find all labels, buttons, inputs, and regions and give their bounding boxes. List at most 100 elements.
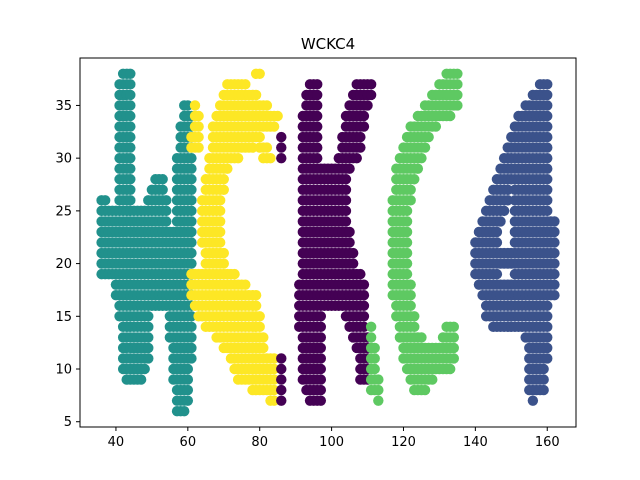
data-point — [542, 205, 553, 217]
data-point — [161, 205, 172, 217]
data-point — [542, 121, 553, 132]
data-point — [495, 216, 506, 227]
data-point — [358, 121, 370, 132]
x-tick-label: 160 — [535, 435, 560, 450]
data-point — [412, 163, 424, 174]
data-point — [214, 237, 226, 248]
data-point — [214, 195, 226, 206]
y-tick-label: 15 — [55, 310, 72, 325]
data-point — [125, 142, 136, 153]
data-point — [139, 363, 150, 375]
data-point — [125, 195, 136, 206]
data-point — [143, 353, 154, 364]
data-point — [549, 258, 560, 269]
data-point — [186, 195, 197, 206]
data-point — [401, 258, 413, 269]
data-point — [186, 342, 197, 354]
data-point — [272, 110, 283, 122]
data-point — [401, 226, 413, 238]
data-point — [250, 300, 262, 311]
data-point — [405, 195, 416, 206]
data-point — [186, 332, 197, 343]
y-tick-label: 20 — [55, 257, 72, 272]
data-point — [405, 290, 416, 301]
data-point — [268, 395, 280, 406]
data-point — [373, 374, 384, 385]
data-point — [276, 131, 287, 143]
data-point — [373, 395, 384, 406]
data-point — [416, 332, 427, 343]
plot-frame — [79, 57, 577, 428]
data-point — [276, 142, 287, 153]
data-point — [315, 332, 327, 343]
data-point — [549, 290, 560, 301]
data-point — [549, 226, 560, 238]
data-point — [312, 121, 323, 132]
data-point — [365, 79, 377, 90]
chart-title: WCKC4 — [301, 35, 355, 53]
data-point — [452, 79, 463, 90]
data-point — [405, 279, 416, 290]
data-point — [542, 174, 553, 185]
data-point — [186, 258, 197, 269]
data-point — [401, 216, 413, 227]
data-point — [125, 152, 136, 164]
data-point — [125, 100, 136, 111]
data-point — [186, 205, 197, 217]
data-point — [250, 89, 262, 101]
data-point — [232, 152, 244, 164]
data-point — [125, 184, 136, 195]
data-point — [240, 79, 251, 90]
data-point — [186, 247, 197, 259]
data-point — [258, 332, 269, 343]
x-tick-label: 140 — [463, 435, 488, 450]
data-point — [247, 142, 258, 153]
x-tick-label: 120 — [391, 435, 416, 450]
data-point — [401, 268, 413, 280]
x-tick-label: 60 — [180, 435, 197, 450]
data-point — [452, 100, 463, 111]
y-tick-label: 25 — [55, 204, 72, 219]
data-point — [143, 332, 154, 343]
data-point — [416, 152, 427, 164]
data-point — [186, 353, 197, 364]
data-point — [448, 342, 459, 354]
data-point — [182, 384, 194, 396]
data-point — [347, 258, 359, 269]
data-point — [409, 174, 420, 185]
data-point — [491, 268, 503, 280]
data-point — [143, 311, 154, 322]
data-point — [542, 100, 553, 111]
data-point — [340, 216, 352, 227]
data-point — [315, 311, 327, 322]
data-point — [254, 68, 265, 80]
data-point — [125, 163, 136, 174]
data-point — [498, 205, 510, 217]
data-point — [268, 363, 280, 375]
data-point — [276, 384, 287, 396]
data-point — [401, 247, 413, 259]
data-point — [218, 247, 229, 259]
data-point — [143, 321, 154, 333]
data-point — [315, 353, 327, 364]
data-point — [312, 142, 323, 153]
data-point — [186, 216, 197, 227]
data-point — [218, 184, 229, 195]
data-point — [401, 205, 413, 217]
data-point — [315, 321, 327, 333]
data-point — [542, 89, 553, 101]
data-point — [369, 363, 380, 375]
data-point — [276, 363, 287, 375]
data-point — [182, 363, 194, 375]
data-point — [312, 131, 323, 143]
data-point — [358, 321, 370, 333]
data-point — [445, 363, 456, 375]
data-point — [491, 237, 503, 248]
data-point — [261, 100, 273, 111]
data-point — [362, 100, 373, 111]
data-point — [527, 395, 539, 406]
data-point — [161, 216, 172, 227]
data-point — [542, 353, 553, 364]
data-point — [355, 142, 366, 153]
